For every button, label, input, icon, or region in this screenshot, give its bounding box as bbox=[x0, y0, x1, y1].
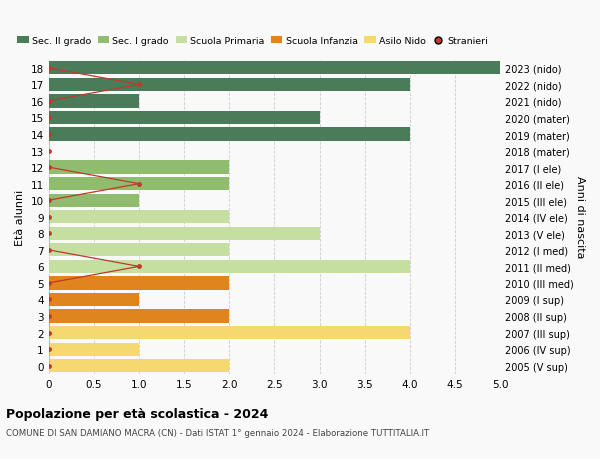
Bar bbox=[49, 293, 139, 307]
Text: Popolazione per età scolastica - 2024: Popolazione per età scolastica - 2024 bbox=[6, 407, 268, 420]
Bar bbox=[49, 260, 410, 274]
Bar bbox=[49, 310, 229, 323]
Bar bbox=[49, 343, 139, 356]
Bar bbox=[49, 178, 229, 191]
Bar bbox=[49, 95, 139, 108]
Bar bbox=[49, 128, 410, 141]
Bar bbox=[49, 78, 410, 92]
Bar bbox=[49, 112, 320, 125]
Bar bbox=[49, 244, 229, 257]
Bar bbox=[49, 194, 139, 207]
Legend: Sec. II grado, Sec. I grado, Scuola Primaria, Scuola Infanzia, Asilo Nido, Stran: Sec. II grado, Sec. I grado, Scuola Prim… bbox=[17, 37, 488, 46]
Bar bbox=[49, 211, 229, 224]
Bar bbox=[49, 359, 229, 372]
Bar bbox=[49, 326, 410, 340]
Bar bbox=[49, 277, 229, 290]
Bar bbox=[49, 161, 229, 174]
Text: COMUNE DI SAN DAMIANO MACRA (CN) - Dati ISTAT 1° gennaio 2024 - Elaborazione TUT: COMUNE DI SAN DAMIANO MACRA (CN) - Dati … bbox=[6, 428, 429, 437]
Bar bbox=[49, 227, 320, 241]
Bar bbox=[49, 62, 500, 75]
Y-axis label: Età alunni: Età alunni bbox=[15, 189, 25, 246]
Y-axis label: Anni di nascita: Anni di nascita bbox=[575, 176, 585, 258]
